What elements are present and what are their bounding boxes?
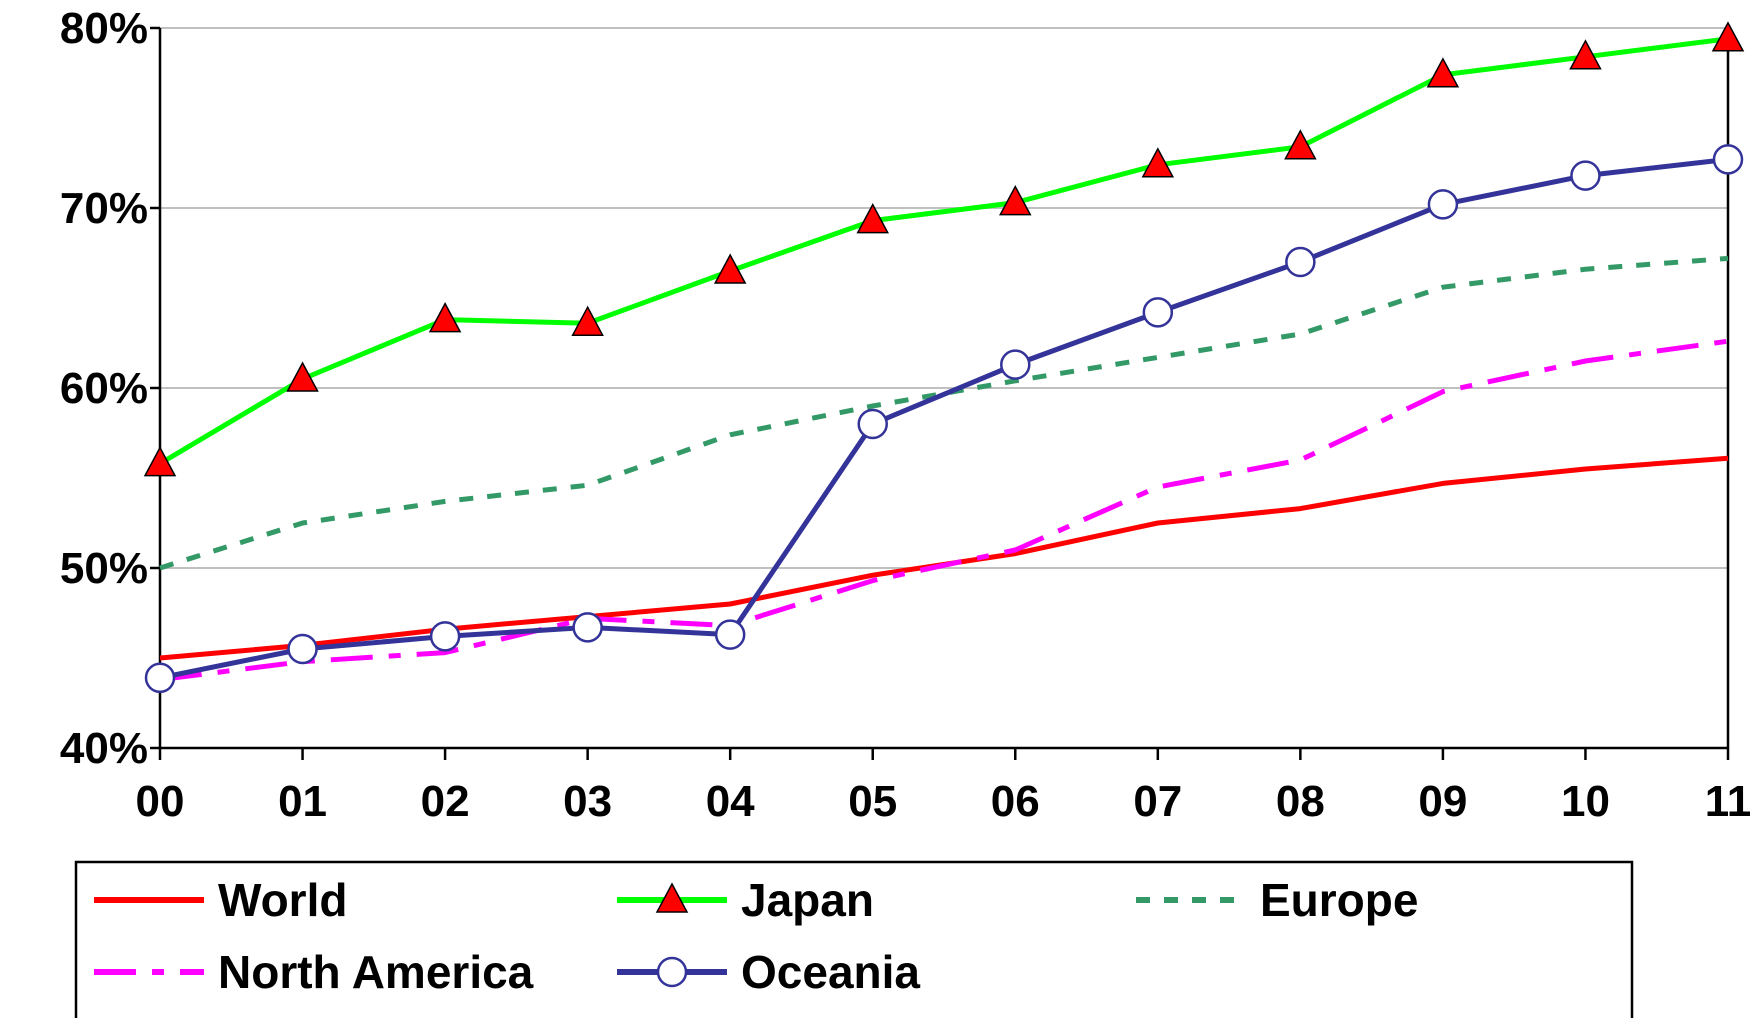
japan-triangle-marker bbox=[286, 361, 319, 392]
series-world bbox=[159, 455, 1729, 661]
japan-triangle-marker bbox=[713, 253, 747, 284]
oceania-circle-marker bbox=[1427, 189, 1459, 220]
x-tick-label: 00 bbox=[136, 777, 185, 826]
x-tick-label: 06 bbox=[991, 777, 1040, 826]
legend-label-japan: Japan bbox=[741, 874, 874, 926]
oceania-circle-marker bbox=[1142, 297, 1174, 328]
legend-item-japan: Japan bbox=[617, 874, 874, 926]
x-tick-label: 05 bbox=[848, 777, 897, 826]
japan-triangle-marker bbox=[1569, 39, 1602, 70]
japan-triangle-marker bbox=[1284, 129, 1317, 160]
legend-label-north-america: North America bbox=[218, 946, 534, 998]
japan-triangle-marker bbox=[571, 305, 604, 336]
japan-triangle-marker bbox=[856, 203, 889, 234]
oceania-circle-marker bbox=[1712, 144, 1744, 175]
japan-triangle-marker bbox=[143, 446, 177, 477]
series-europe bbox=[159, 255, 1729, 571]
legend-label-world: World bbox=[218, 874, 347, 926]
oceania-circle-marker bbox=[429, 621, 461, 652]
legend-item-north-america: North America bbox=[94, 946, 534, 998]
grid-lines bbox=[160, 27, 1728, 569]
series-line-world bbox=[159, 455, 1729, 661]
legend-box bbox=[74, 860, 1634, 1018]
oceania-circle-marker bbox=[1000, 349, 1031, 380]
y-tick-label: 40% bbox=[60, 724, 148, 773]
japan-triangle-marker bbox=[1141, 147, 1175, 178]
series-japan bbox=[143, 21, 1745, 477]
oceania-circle-marker bbox=[144, 662, 176, 694]
legend-label-europe: Europe bbox=[1260, 874, 1418, 926]
series-lines bbox=[143, 21, 1745, 694]
y-tick-label: 60% bbox=[60, 364, 148, 413]
x-tick-label: 07 bbox=[1133, 777, 1182, 826]
series-line-japan bbox=[158, 36, 1729, 466]
series-oceania bbox=[144, 144, 1744, 694]
x-tick-label: 10 bbox=[1561, 777, 1610, 826]
x-tick-label: 01 bbox=[278, 777, 327, 826]
japan-triangle-marker bbox=[1426, 57, 1460, 88]
oceania-circle-marker bbox=[1285, 246, 1316, 278]
x-tick-label: 03 bbox=[563, 777, 612, 826]
x-tick-label: 11 bbox=[1705, 777, 1752, 826]
x-tick-label: 02 bbox=[421, 777, 470, 826]
series-line-europe bbox=[159, 255, 1729, 571]
legend-label-oceania: Oceania bbox=[741, 946, 920, 998]
oceania-circle-marker bbox=[714, 619, 746, 650]
legend-japan-triangle-marker bbox=[655, 882, 689, 913]
oceania-circle-marker bbox=[287, 633, 318, 665]
japan-triangle-marker bbox=[428, 302, 462, 333]
legend-item-world: World bbox=[94, 874, 347, 926]
x-tick-label: 04 bbox=[706, 777, 755, 826]
japan-triangle-marker bbox=[1711, 21, 1745, 52]
y-tick-label: 80% bbox=[60, 4, 148, 53]
japan-triangle-marker bbox=[999, 185, 1032, 216]
legend-oceania-circle-marker bbox=[656, 956, 688, 988]
oceania-circle-marker bbox=[572, 612, 603, 643]
series-line-oceania bbox=[159, 156, 1729, 681]
oceania-circle-marker bbox=[857, 408, 888, 440]
oceania-circle-marker bbox=[1570, 160, 1601, 191]
x-tick-label: 09 bbox=[1418, 777, 1467, 826]
y-tick-label: 50% bbox=[60, 544, 148, 593]
y-tick-label: 70% bbox=[60, 184, 148, 233]
x-tick-label: 08 bbox=[1276, 777, 1325, 826]
tick-labels: 40% 50% 60% 70% 80% 00 01 02 03 04 05 06 07 08 09 10 11 bbox=[60, 4, 1751, 826]
legend-item-oceania: Oceania bbox=[617, 946, 920, 998]
series-line-north-america bbox=[159, 338, 1729, 683]
legend-item-europe: Europe bbox=[1136, 874, 1418, 926]
series-north-america bbox=[159, 338, 1729, 683]
legend: World Japan Europe North America Oceania bbox=[74, 860, 1634, 1018]
